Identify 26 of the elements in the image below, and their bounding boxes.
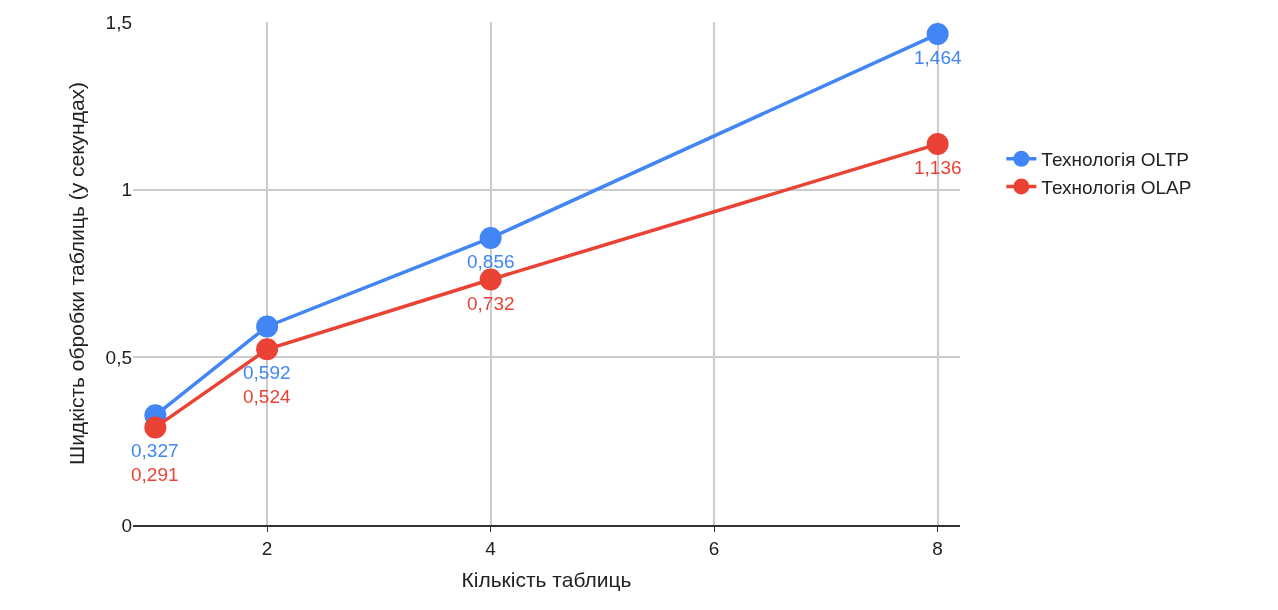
point	[256, 315, 279, 338]
x-tick-label: 6	[708, 537, 720, 559]
legend-label: Технологія OLAP	[1041, 176, 1192, 198]
y-tick-label: 1,5	[105, 11, 132, 33]
point	[926, 133, 949, 156]
data-label: 0,524	[243, 386, 291, 407]
data-label: 1,136	[914, 157, 962, 178]
data-label: 0,592	[243, 362, 291, 383]
data-label: 0,291	[131, 464, 179, 485]
data-label: 1,464	[914, 47, 962, 68]
x-tick-label: 2	[261, 537, 273, 559]
data-label: 0,856	[467, 251, 515, 272]
y-tick-label: 1	[121, 179, 132, 201]
data-label: 0,327	[131, 440, 179, 461]
x-tick-label: 8	[932, 537, 943, 559]
point	[926, 23, 949, 46]
legend-label: Технологія OLTP	[1041, 149, 1189, 171]
x-tick-label: 4	[485, 537, 497, 559]
y-tick-label: 0	[121, 514, 132, 536]
point	[479, 226, 502, 249]
data-label: 0,732	[467, 293, 515, 314]
y-axis-title: Шидкість обробки таблиць (у секундах)	[64, 81, 88, 466]
y-tick-label: 0,5	[105, 346, 132, 368]
point	[256, 338, 279, 361]
x-axis-title: Кількість таблиць	[461, 568, 632, 592]
point	[144, 416, 167, 439]
